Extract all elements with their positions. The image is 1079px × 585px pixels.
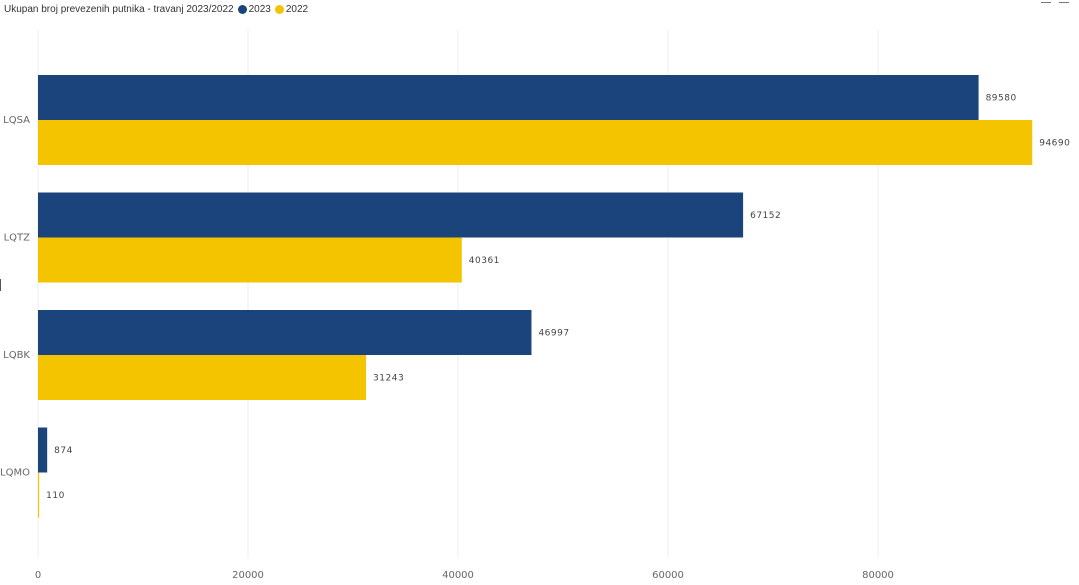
x-tick-label: 20000 [232,570,264,581]
legend-item-2023[interactable]: 2023 [237,4,271,15]
legend-item-2022[interactable]: 2022 [274,4,309,15]
data-label: 40361 [469,256,500,266]
bar-2023-LQBK [38,310,532,355]
legend-title: Ukupan broj prevezenih putnika - travanj… [4,4,234,15]
chart-legend: Ukupan broj prevezenih putnika - travanj… [4,4,312,15]
data-label: 46997 [538,329,569,339]
menu-icon[interactable] [1059,0,1069,3]
data-labels: 89580 94690 67152 40361 46997 31243 874 110 [46,94,1070,502]
data-label: 67152 [750,211,781,221]
data-label: 110 [46,491,65,501]
bar-2023-LQMO [38,427,48,473]
bar-2023-LQTZ [38,192,744,238]
data-label: 94690 [1039,139,1070,149]
x-tick-label: 0 [35,570,41,581]
visual-header-icons [1041,0,1069,3]
bars [38,75,1033,518]
category-label: LQMO [0,468,30,479]
bar-2022-LQTZ [38,237,462,283]
edit-icon[interactable] [1041,0,1051,3]
bar-2023-LQSA [38,75,979,120]
category-label: LQBK [3,350,30,361]
bar-2022-LQSA [38,120,1033,165]
category-label: LQSA [3,115,30,126]
legend-label-2023: 2023 [248,4,271,15]
resize-handle[interactable] [0,279,1,291]
x-tick-label: 80000 [862,570,894,581]
legend-dot-2023-icon [237,5,247,14]
category-label: LQTZ [4,233,31,244]
x-tick-label: 40000 [442,570,474,581]
value-axis: 0 20000 40000 60000 80000 [35,570,894,581]
bar-2022-LQBK [38,355,367,400]
category-axis: LQSA LQTZ LQBK LQMO [0,115,30,479]
legend-label-2022: 2022 [285,4,309,15]
x-tick-label: 60000 [652,570,684,581]
bar-2022-LQMO [38,472,40,518]
legend-dot-2022-icon [274,5,284,14]
data-label: 89580 [986,94,1017,104]
data-label: 874 [54,446,73,456]
data-label: 31243 [373,374,404,384]
